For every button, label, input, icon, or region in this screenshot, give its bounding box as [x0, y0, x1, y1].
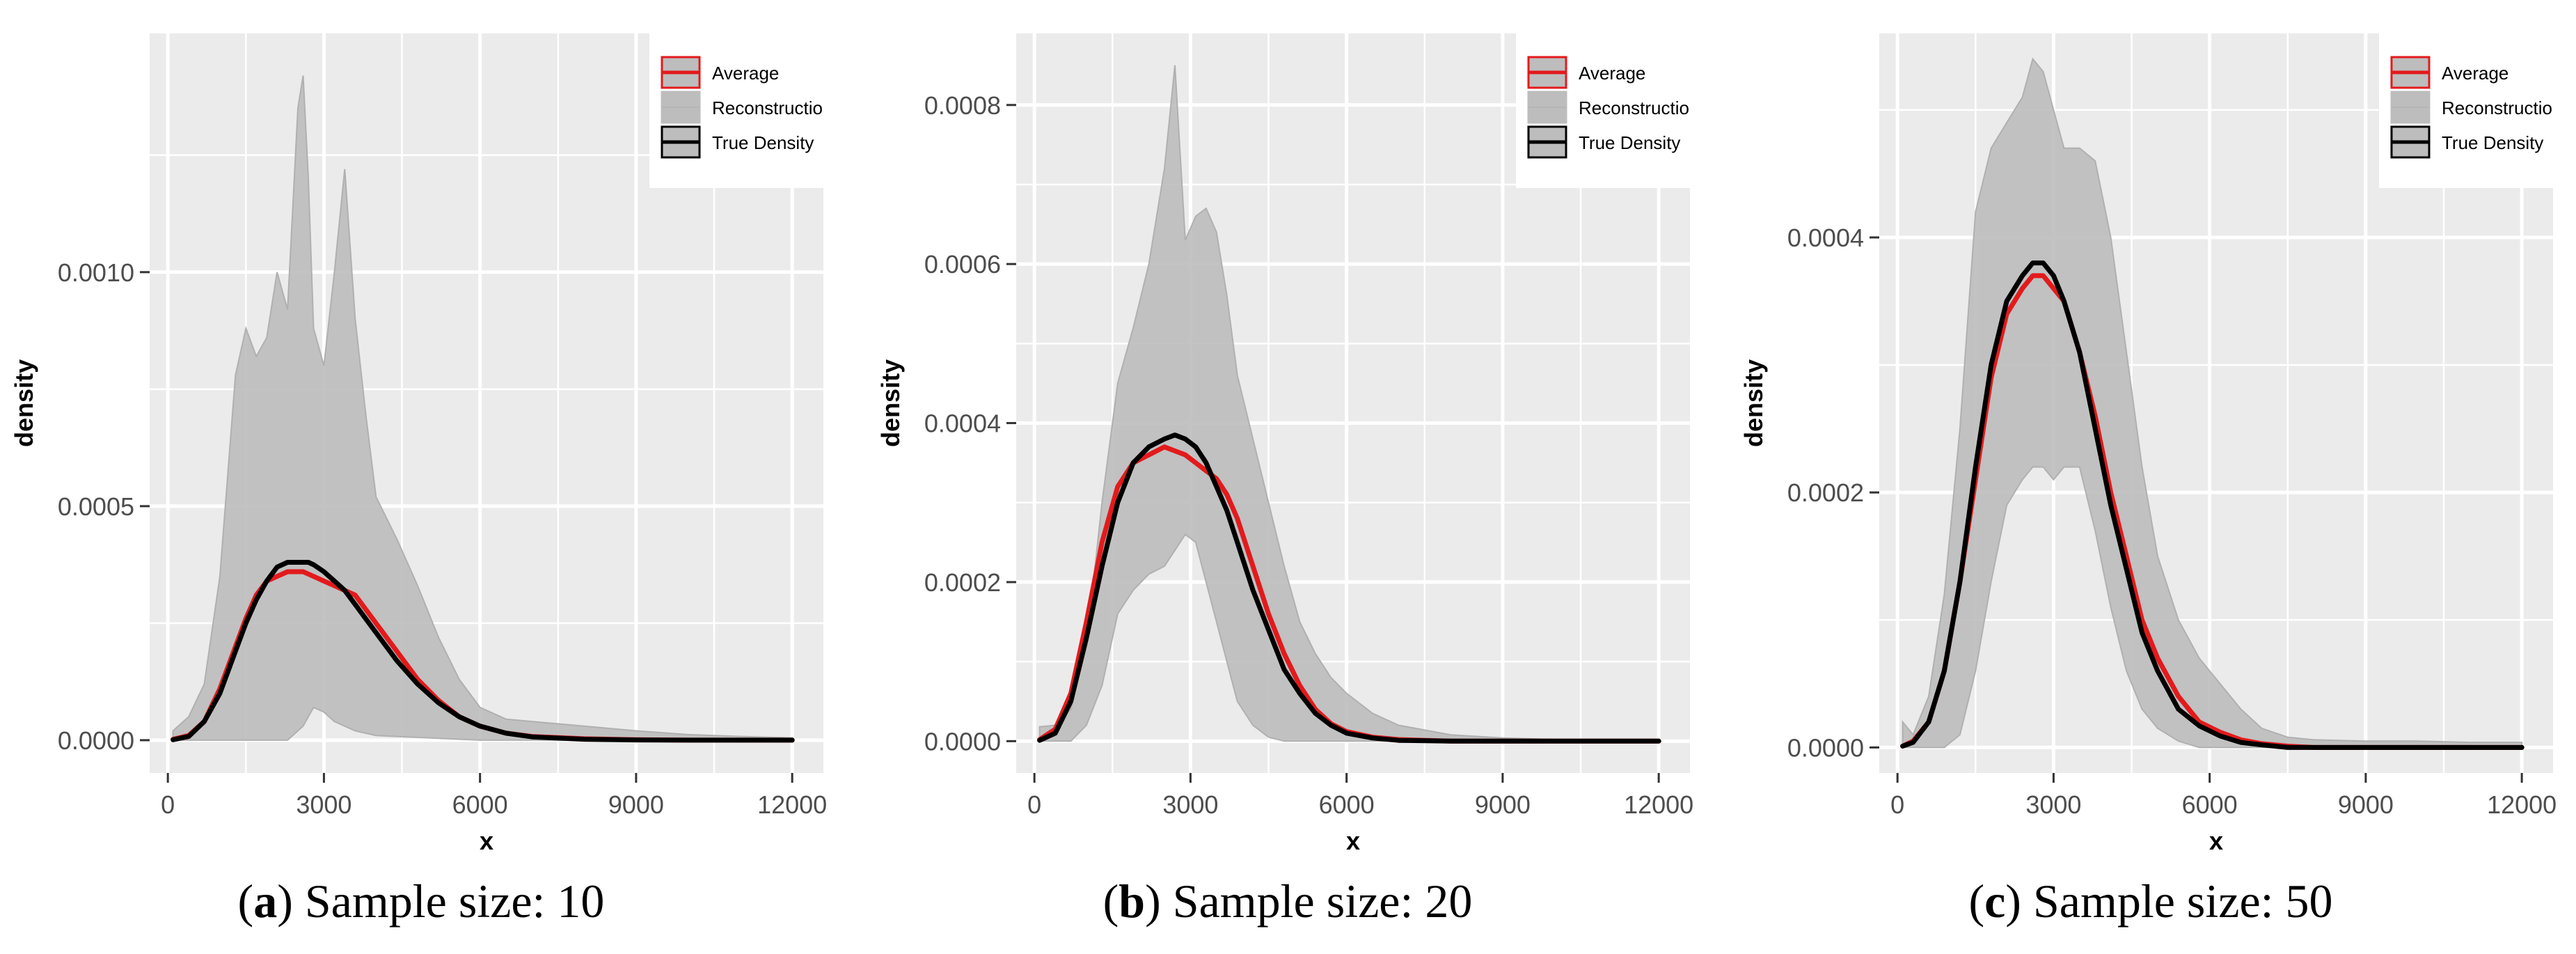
panel-b: 0 3000 6000 9000 12000 0.0000 0.0002 0.0004 0.00…	[876, 33, 1696, 855]
y-tick-label: 0.0008	[924, 91, 1001, 120]
y-axis-title: density	[876, 359, 905, 447]
caption-text: ) Sample size: 50	[2005, 875, 2333, 928]
legend-true-density: True Density	[2390, 125, 2543, 159]
axes: 0 3000 6000 9000 12000 0.0000 0.0005 0.0010 x den…	[10, 258, 827, 855]
y-tick-label: 0.0000	[924, 727, 1001, 756]
caption-letter: b	[1119, 875, 1146, 928]
y-tick-label: 0.0002	[924, 568, 1001, 597]
true-density-line	[1037, 432, 1661, 744]
x-axis-title: x	[2209, 827, 2223, 855]
x-tick-label: 9000	[1475, 790, 1531, 819]
legend-label: True Density	[712, 132, 814, 153]
caption-letter: c	[1984, 875, 2006, 928]
y-tick-label: 0.0006	[924, 250, 1001, 279]
y-tick-label: 0.0000	[58, 726, 134, 755]
legend-label: True Density	[1579, 132, 1680, 153]
true-density-line	[171, 560, 795, 743]
legend-average: Average	[1527, 56, 1645, 89]
x-tick-label: 0	[161, 790, 175, 819]
y-tick-label: 0.0002	[1787, 478, 1864, 507]
x-tick-label: 0	[1027, 790, 1041, 819]
axes: 0 3000 6000 9000 12000 0.0000 0.0002 0.0004 0.00…	[876, 91, 1693, 855]
y-tick-label: 0.0000	[1787, 733, 1864, 762]
axes: 0 3000 6000 9000 12000 0.0000 0.0002 0.0004 x den…	[1739, 224, 2557, 855]
legend-reconstruction: Reconstructior	[2390, 91, 2559, 124]
legend-average: Average	[661, 56, 779, 89]
x-tick-label: 6000	[1319, 790, 1375, 819]
x-axis-title: x	[1346, 827, 1360, 855]
legend-average: Average	[2390, 56, 2508, 89]
x-tick-label: 12000	[2487, 790, 2557, 819]
caption-c: (c) Sample size: 50	[1968, 875, 2333, 928]
y-axis-title: density	[1739, 359, 1768, 447]
true-density-line	[1900, 260, 2524, 750]
legend-reconstruction: Reconstructior	[1527, 91, 1696, 124]
x-tick-label: 3000	[1162, 790, 1218, 819]
caption-a: (a) Sample size: 10	[237, 875, 605, 928]
legend-reconstruction: Reconstructior	[661, 91, 829, 124]
legend-label: Reconstructior	[712, 97, 829, 118]
x-tick-label: 12000	[757, 790, 827, 819]
x-tick-label: 6000	[452, 790, 508, 819]
legend-label: Reconstructior	[1579, 97, 1696, 118]
panel-a: 0 3000 6000 9000 12000 0.0000 0.0005 0.0010 x den…	[10, 33, 829, 855]
x-tick-label: 9000	[2338, 790, 2394, 819]
legend: Average Reconstructior True Density	[649, 33, 829, 188]
y-tick-label: 0.0005	[58, 492, 134, 521]
x-axis-title: x	[480, 827, 493, 855]
legend: Average Reconstructior True Density	[1516, 33, 1696, 188]
caption-b: (b) Sample size: 20	[1103, 875, 1473, 928]
x-tick-label: 3000	[296, 790, 351, 819]
grid-lines	[150, 33, 823, 773]
panel-c: 0 3000 6000 9000 12000 0.0000 0.0002 0.0004 x den…	[1739, 33, 2559, 855]
legend-label: True Density	[2442, 132, 2543, 153]
legend-true-density: True Density	[661, 125, 814, 159]
y-tick-label: 0.0004	[1787, 224, 1864, 252]
caption-letter: a	[253, 875, 278, 928]
x-tick-label: 0	[1890, 790, 1904, 819]
legend-label: Reconstructior	[2442, 97, 2559, 118]
y-tick-label: 0.0010	[58, 258, 134, 287]
x-tick-label: 6000	[2182, 790, 2238, 819]
legend-true-density: True Density	[1527, 125, 1680, 159]
x-tick-label: 12000	[1624, 790, 1693, 819]
y-axis-title: density	[10, 359, 38, 447]
legend-label: Average	[2442, 63, 2508, 84]
legend-label: Average	[1579, 63, 1645, 84]
legend-label: Average	[712, 63, 779, 84]
y-tick-label: 0.0004	[924, 409, 1001, 438]
legend: Average Reconstructior True Density	[2379, 33, 2559, 188]
x-tick-label: 3000	[2025, 790, 2081, 819]
caption-text: ) Sample size: 20	[1145, 875, 1473, 928]
x-tick-label: 9000	[608, 790, 664, 819]
caption-text: ) Sample size: 10	[277, 875, 605, 928]
